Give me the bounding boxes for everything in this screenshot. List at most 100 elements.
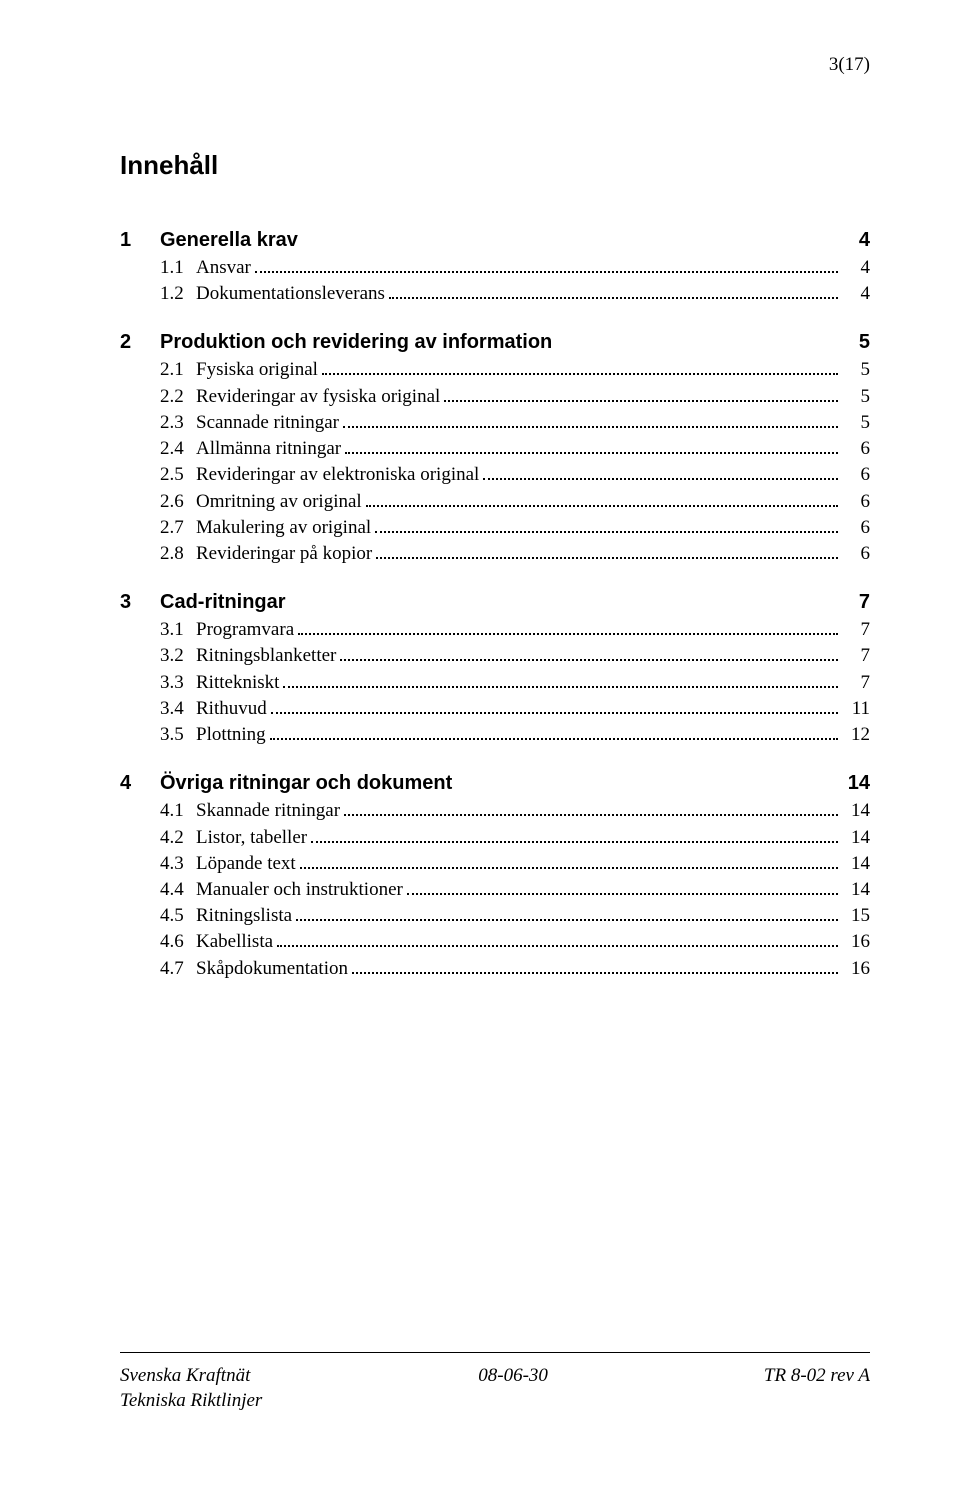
entry-page: 14: [842, 825, 870, 851]
page-number-top: 3(17): [829, 54, 870, 76]
entry-label: Dokumentationsleverans: [196, 281, 385, 307]
toc-entry: 3.5Plottning 12: [120, 722, 870, 748]
entry-label: Ritningsblanketter: [196, 643, 336, 669]
entry-page: 6: [842, 489, 870, 515]
toc-entry: 1.2Dokumentationsleverans4: [120, 281, 870, 307]
leader-dots: [407, 893, 838, 895]
entry-page: 6: [842, 541, 870, 567]
entry-number: 4.3: [160, 851, 196, 877]
section-label: Produktion och revidering av information: [160, 331, 830, 354]
toc-entry: 4.7Skåpdokumentation16: [120, 956, 870, 982]
entry-page: 14: [842, 798, 870, 824]
entry-label: Allmänna ritningar: [196, 436, 341, 462]
entry-number: 2.8: [160, 541, 196, 567]
entry-number: 1.1: [160, 255, 196, 281]
entry-page: 14: [842, 851, 870, 877]
entry-page: 6: [842, 515, 870, 541]
footer-subtitle: Tekniska Riktlinjer: [120, 1388, 262, 1414]
entry-label: Ansvar: [196, 255, 251, 281]
entry-number: 2.7: [160, 515, 196, 541]
entry-page: 5: [842, 384, 870, 410]
entry-label: Omritning av original: [196, 489, 362, 515]
entry-label: Makulering av original: [196, 515, 371, 541]
entry-number: 3.5: [160, 722, 196, 748]
leader-dots: [271, 712, 838, 714]
entry-number: 3.1: [160, 617, 196, 643]
entry-label: Revideringar på kopior: [196, 541, 372, 567]
section-label: Övriga ritningar och dokument: [160, 772, 830, 795]
entry-page: 16: [842, 956, 870, 982]
toc-section-head: 3Cad-ritningar7: [120, 591, 870, 614]
entry-number: 3.3: [160, 670, 196, 696]
toc-entry: 2.3Scannade ritningar5: [120, 410, 870, 436]
entry-page: 14: [842, 877, 870, 903]
toc-section: 2Produktion och revidering av informatio…: [120, 331, 870, 567]
entry-page: 12: [842, 722, 870, 748]
entry-number: 4.2: [160, 825, 196, 851]
toc-entry: 2.7Makulering av original 6: [120, 515, 870, 541]
section-number: 4: [120, 772, 160, 795]
entry-page: 15: [842, 903, 870, 929]
section-page: 7: [830, 591, 870, 614]
section-page: 14: [830, 772, 870, 795]
toc-section-head: 4Övriga ritningar och dokument14: [120, 772, 870, 795]
toc-entry: 3.3Rittekniskt7: [120, 670, 870, 696]
toc-entry: 2.4Allmänna ritningar6: [120, 436, 870, 462]
leader-dots: [366, 505, 838, 507]
entry-page: 5: [842, 357, 870, 383]
toc-entry: 4.2Listor, tabeller14: [120, 825, 870, 851]
table-of-contents: 1Generella krav41.1Ansvar41.2Dokumentati…: [120, 229, 870, 982]
section-number: 3: [120, 591, 160, 614]
toc-entry: 4.1Skannade ritningar14: [120, 798, 870, 824]
leader-dots: [343, 426, 838, 428]
entry-label: Programvara: [196, 617, 294, 643]
entry-label: Revideringar av elektroniska original: [196, 462, 479, 488]
section-label: Generella krav: [160, 229, 830, 252]
footer-docref: TR 8-02 rev A: [764, 1363, 870, 1389]
entry-number: 2.3: [160, 410, 196, 436]
entry-label: Skannade ritningar: [196, 798, 340, 824]
entry-page: 6: [842, 436, 870, 462]
leader-dots: [389, 297, 838, 299]
entry-number: 2.2: [160, 384, 196, 410]
entry-page: 4: [842, 255, 870, 281]
leader-dots: [311, 841, 838, 843]
leader-dots: [376, 557, 838, 559]
entry-label: Manualer och instruktioner: [196, 877, 403, 903]
leader-dots: [345, 452, 838, 454]
toc-entry: 3.2Ritningsblanketter 7: [120, 643, 870, 669]
toc-entry: 1.1Ansvar 4: [120, 255, 870, 281]
entry-label: Revideringar av fysiska original: [196, 384, 440, 410]
footer-left: Svenska Kraftnät Tekniska Riktlinjer: [120, 1363, 262, 1414]
leader-dots: [375, 531, 838, 533]
footer-org: Svenska Kraftnät: [120, 1363, 262, 1389]
toc-entry: 2.2Revideringar av fysiska original 5: [120, 384, 870, 410]
leader-dots: [483, 478, 838, 480]
toc-entry: 2.6Omritning av original6: [120, 489, 870, 515]
toc-entry: 2.5Revideringar av elektroniska original…: [120, 462, 870, 488]
footer-rule: [120, 1352, 870, 1353]
entry-label: Plottning: [196, 722, 266, 748]
section-number: 1: [120, 229, 160, 252]
toc-entry: 4.3Löpande text14: [120, 851, 870, 877]
entry-number: 3.2: [160, 643, 196, 669]
entry-page: 7: [842, 643, 870, 669]
leader-dots: [255, 271, 838, 273]
entry-page: 7: [842, 670, 870, 696]
section-label: Cad-ritningar: [160, 591, 830, 614]
leader-dots: [444, 400, 838, 402]
leader-dots: [340, 659, 838, 661]
entry-number: 4.5: [160, 903, 196, 929]
toc-entry: 2.1Fysiska original5: [120, 357, 870, 383]
leader-dots: [344, 814, 838, 816]
toc-entry: 4.5Ritningslista15: [120, 903, 870, 929]
entry-page: 7: [842, 617, 870, 643]
entry-label: Scannade ritningar: [196, 410, 339, 436]
toc-section: 4Övriga ritningar och dokument144.1Skann…: [120, 772, 870, 982]
entry-page: 4: [842, 281, 870, 307]
entry-label: Skåpdokumentation: [196, 956, 348, 982]
toc-section: 1Generella krav41.1Ansvar41.2Dokumentati…: [120, 229, 870, 307]
leader-dots: [270, 738, 838, 740]
toc-section-head: 1Generella krav4: [120, 229, 870, 252]
toc-title: Innehåll: [120, 150, 870, 181]
